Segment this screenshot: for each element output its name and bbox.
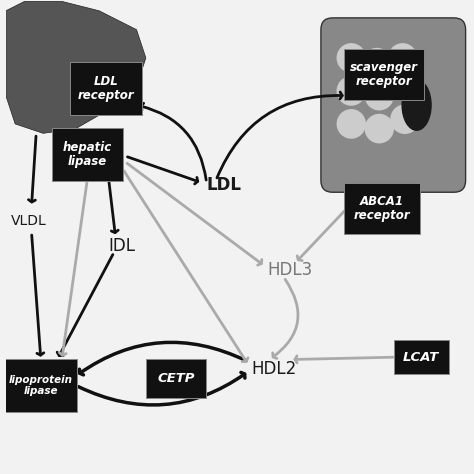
Text: hepatic
lipase: hepatic lipase [63, 141, 112, 168]
FancyBboxPatch shape [321, 18, 465, 192]
Text: HDL2: HDL2 [251, 360, 296, 378]
Ellipse shape [401, 79, 432, 131]
FancyBboxPatch shape [146, 359, 206, 398]
Circle shape [365, 115, 393, 143]
Text: ABCA1
receptor: ABCA1 receptor [353, 195, 410, 222]
Text: scavenger
receptor: scavenger receptor [350, 61, 418, 88]
Circle shape [363, 48, 391, 77]
Text: LCAT: LCAT [403, 351, 439, 364]
Text: LDL: LDL [207, 176, 242, 194]
FancyBboxPatch shape [5, 359, 77, 412]
Text: IDL: IDL [109, 237, 136, 255]
Circle shape [389, 44, 417, 72]
Polygon shape [6, 1, 146, 133]
Text: LDL
receptor: LDL receptor [78, 75, 135, 102]
FancyBboxPatch shape [71, 62, 142, 115]
FancyBboxPatch shape [52, 128, 123, 181]
Text: lipoprotein
lipase: lipoprotein lipase [9, 375, 73, 396]
Circle shape [337, 110, 365, 138]
Circle shape [365, 82, 393, 110]
Circle shape [337, 44, 365, 72]
FancyBboxPatch shape [394, 340, 449, 374]
Text: CETP: CETP [157, 372, 195, 385]
Text: VLDL: VLDL [10, 213, 46, 228]
Circle shape [391, 72, 419, 100]
Circle shape [337, 77, 365, 105]
Circle shape [391, 105, 419, 133]
FancyBboxPatch shape [344, 183, 419, 234]
FancyBboxPatch shape [344, 49, 424, 100]
Text: HDL3: HDL3 [267, 261, 312, 279]
